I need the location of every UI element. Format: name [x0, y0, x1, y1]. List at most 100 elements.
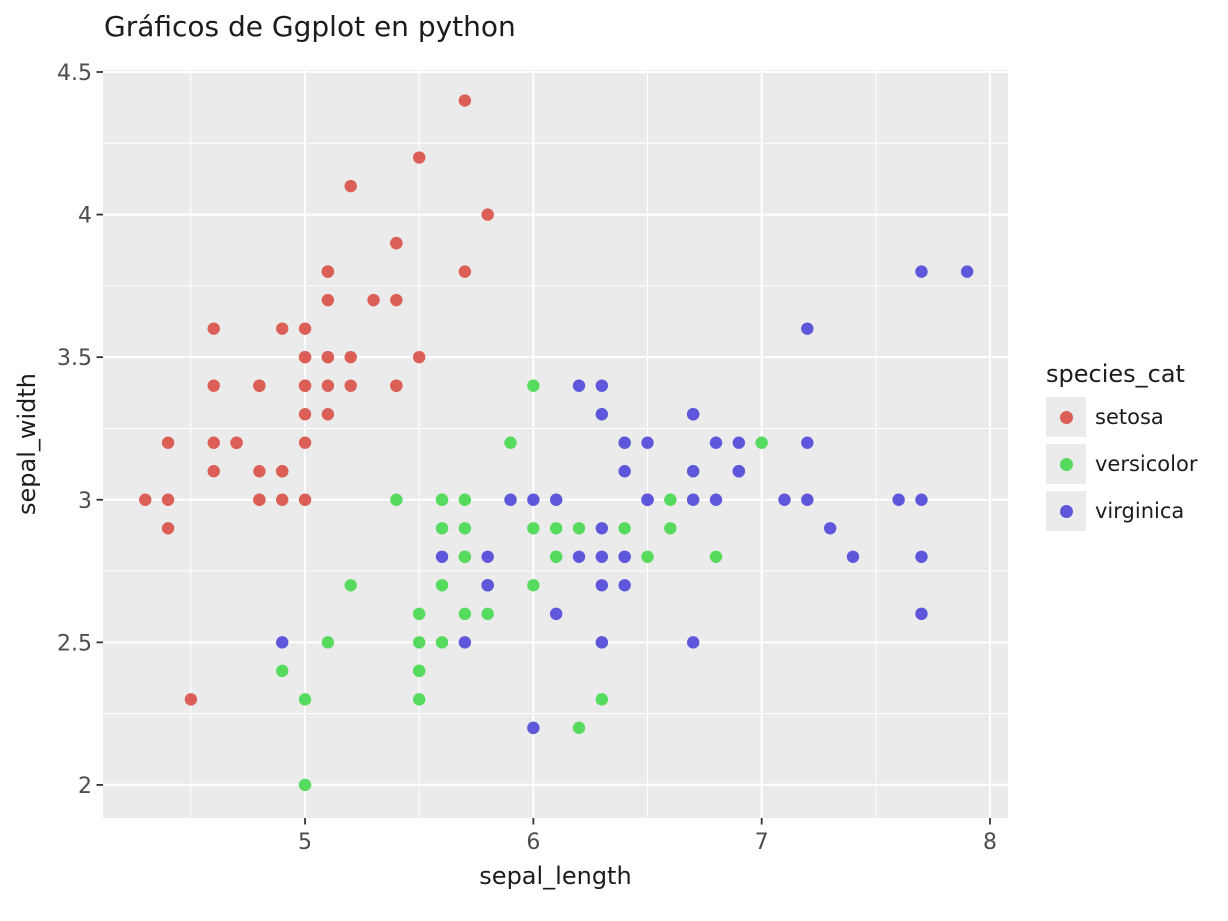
x-axis-label: sepal_length — [479, 862, 632, 890]
data-point-virginica — [686, 636, 700, 649]
y-tick-label: 4 — [78, 204, 92, 229]
data-point-virginica — [960, 265, 974, 278]
data-point-versicolor — [595, 693, 609, 706]
data-point-virginica — [595, 550, 609, 563]
data-point-virginica — [892, 493, 905, 506]
data-point-setosa — [253, 465, 266, 478]
data-point-virginica — [595, 579, 609, 592]
data-point-setosa — [458, 94, 472, 107]
data-point-setosa — [298, 379, 312, 392]
data-point-setosa — [139, 493, 152, 506]
legend-label: virginica — [1095, 499, 1185, 523]
data-point-virginica — [732, 436, 746, 449]
data-point-virginica — [549, 607, 563, 621]
data-point-virginica — [778, 493, 791, 506]
legend-key — [1046, 397, 1086, 437]
data-point-setosa — [276, 322, 289, 335]
data-point-virginica — [549, 493, 563, 506]
data-point-versicolor — [435, 579, 449, 592]
data-point-versicolor — [344, 579, 357, 592]
data-point-versicolor — [458, 493, 472, 506]
legend-label: setosa — [1095, 405, 1164, 429]
data-point-versicolor — [413, 664, 426, 678]
y-tick-label: 3 — [78, 489, 92, 514]
data-point-versicolor — [664, 522, 677, 535]
data-point-virginica — [915, 607, 928, 621]
data-point-setosa — [321, 407, 335, 421]
legend-item-virginica: virginica — [1046, 491, 1197, 531]
data-point-virginica — [823, 522, 837, 535]
legend-label: versicolor — [1095, 452, 1198, 476]
data-point-versicolor — [572, 721, 586, 735]
legend-swatch-dot — [1059, 410, 1073, 424]
data-point-virginica — [435, 550, 449, 563]
data-point-setosa — [481, 208, 494, 221]
data-point-versicolor — [390, 493, 403, 506]
y-tick-label: 2 — [78, 774, 92, 799]
data-point-versicolor — [413, 636, 426, 649]
data-point-virginica — [572, 379, 586, 392]
panel-background — [103, 70, 1008, 818]
legend-swatch-dot — [1059, 504, 1073, 518]
x-tick-label: 7 — [755, 830, 769, 855]
data-point-virginica — [527, 721, 540, 735]
data-point-setosa — [161, 493, 175, 506]
data-point-virginica — [527, 493, 540, 506]
data-point-versicolor — [435, 522, 449, 535]
data-point-setosa — [344, 379, 357, 392]
x-tick-label: 5 — [298, 830, 312, 855]
data-point-versicolor — [435, 493, 449, 506]
legend-item-setosa: setosa — [1046, 397, 1197, 437]
data-point-virginica — [618, 436, 631, 449]
x-tick-label: 8 — [983, 830, 997, 855]
data-point-versicolor — [527, 579, 540, 592]
data-point-virginica — [732, 465, 746, 478]
data-point-virginica — [801, 436, 814, 449]
data-point-versicolor — [755, 436, 768, 449]
data-point-virginica — [686, 493, 700, 506]
data-point-setosa — [276, 465, 289, 478]
y-tick-label: 4.5 — [57, 61, 92, 86]
data-point-versicolor — [298, 693, 312, 706]
data-point-virginica — [595, 379, 609, 392]
data-point-versicolor — [413, 693, 426, 706]
data-point-virginica — [481, 579, 494, 592]
data-point-versicolor — [618, 522, 631, 535]
data-point-virginica — [686, 407, 700, 421]
data-point-versicolor — [549, 550, 563, 563]
data-point-setosa — [413, 151, 426, 164]
data-point-virginica — [801, 322, 814, 335]
data-point-virginica — [915, 493, 928, 506]
data-point-versicolor — [664, 493, 677, 506]
data-point-virginica — [572, 550, 586, 563]
y-tick-label: 2.5 — [57, 631, 92, 656]
data-point-virginica — [686, 465, 700, 478]
data-point-virginica — [458, 636, 472, 649]
data-point-virginica — [618, 579, 631, 592]
legend-key — [1046, 491, 1086, 531]
data-point-virginica — [595, 636, 609, 649]
legend-title: species_cat — [1046, 360, 1185, 388]
data-point-versicolor — [709, 550, 723, 563]
data-point-setosa — [367, 293, 380, 307]
data-point-versicolor — [549, 522, 563, 535]
data-point-virginica — [618, 550, 631, 563]
data-point-virginica — [801, 493, 814, 506]
data-point-setosa — [298, 493, 312, 506]
data-point-versicolor — [458, 607, 472, 621]
data-point-setosa — [298, 350, 312, 364]
data-point-setosa — [298, 322, 312, 335]
x-tick-label: 6 — [526, 830, 540, 855]
data-point-virginica — [641, 436, 654, 449]
data-point-virginica — [595, 407, 609, 421]
data-point-versicolor — [527, 522, 540, 535]
data-point-setosa — [298, 436, 312, 449]
data-point-setosa — [344, 179, 357, 193]
data-point-virginica — [504, 493, 517, 506]
data-point-setosa — [161, 522, 175, 535]
data-point-versicolor — [641, 550, 654, 563]
data-point-virginica — [618, 465, 631, 478]
data-point-virginica — [641, 493, 654, 506]
